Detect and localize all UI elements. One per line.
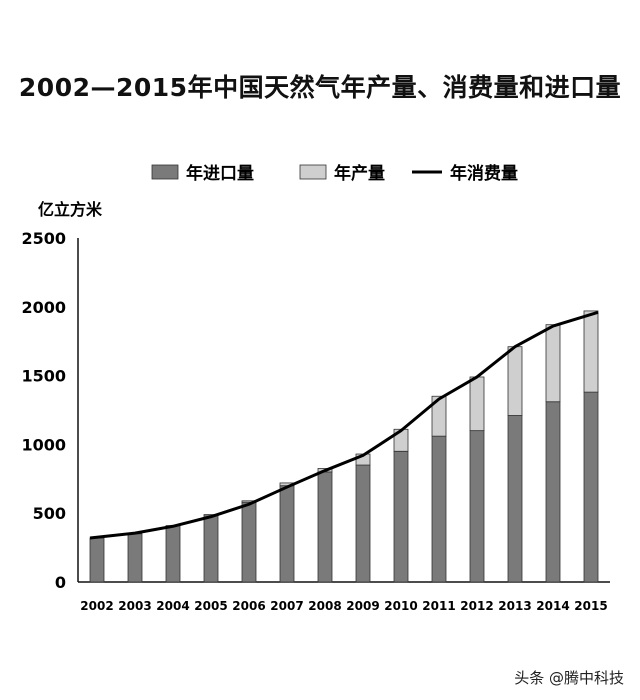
x-tick-label: 2004: [156, 599, 189, 613]
y-ticks: 0 500 1000 1500 2000 2500: [21, 229, 66, 592]
x-tick-label: 2013: [498, 599, 531, 613]
bar-import: [203, 514, 219, 583]
legend-swatch: [299, 164, 327, 180]
bar-import: [583, 391, 599, 583]
bar-production: [507, 346, 523, 416]
bar-import: [393, 450, 409, 583]
x-tick-label: 2005: [194, 599, 227, 613]
bar-import: [507, 415, 523, 583]
watermark-text: 头条 @腾中科技: [510, 665, 628, 690]
chart-title: 2002—2015年中国天然气年产量、消费量和进口量: [18, 73, 622, 102]
consumption-line-path: [89, 310, 599, 540]
legend-import: 年进口量: [151, 163, 254, 184]
x-tick-label: 2003: [118, 599, 151, 613]
legend-swatch: [151, 164, 179, 180]
bar-production: [545, 324, 561, 403]
bars: [89, 310, 599, 583]
x-ticks: 2002 2003 2004 2005 2006 2007 2008 2009 2010 2011…: [80, 599, 607, 613]
bar-import: [279, 485, 295, 583]
y-tick-label: 2000: [21, 298, 66, 317]
x-tick-label: 2012: [460, 599, 493, 613]
bar-import: [469, 430, 485, 583]
x-tick-label: 2011: [422, 599, 455, 613]
bar-import: [317, 471, 333, 583]
bar-import: [241, 501, 257, 583]
bar-production: [583, 310, 599, 393]
bar-import: [89, 537, 105, 583]
legend-label: 年产量: [334, 163, 385, 184]
x-tick-label: 2014: [536, 599, 569, 613]
y-axis-label: 亿立方米: [38, 200, 103, 219]
legend-production: 年产量: [299, 163, 385, 184]
y-tick-label: 0: [55, 573, 66, 592]
bar-production: [431, 395, 447, 437]
y-tick-label: 1000: [21, 435, 66, 454]
x-tick-label: 2009: [346, 599, 379, 613]
consumption-line: [89, 310, 599, 540]
x-tick-label: 2010: [384, 599, 417, 613]
bar-production: [469, 376, 485, 432]
bar-import: [545, 401, 561, 583]
legend-label: 年消费量: [450, 163, 518, 184]
y-tick-label: 1500: [21, 367, 66, 386]
bar-import: [431, 435, 447, 583]
legend-label: 年进口量: [186, 163, 254, 184]
y-tick-label: 2500: [21, 229, 66, 248]
x-tick-label: 2007: [270, 599, 303, 613]
bar-import: [165, 525, 181, 583]
bar-import: [355, 464, 371, 583]
x-tick-label: 2008: [308, 599, 341, 613]
x-tick-label: 2015: [574, 599, 607, 613]
legend-consumption: 年消费量: [412, 163, 518, 184]
y-tick-label: 500: [33, 504, 66, 523]
bar-import: [127, 533, 143, 583]
x-tick-label: 2006: [232, 599, 265, 613]
x-tick-label: 2002: [80, 599, 113, 613]
legend: 年进口量 年产量 年消费量: [151, 163, 518, 184]
